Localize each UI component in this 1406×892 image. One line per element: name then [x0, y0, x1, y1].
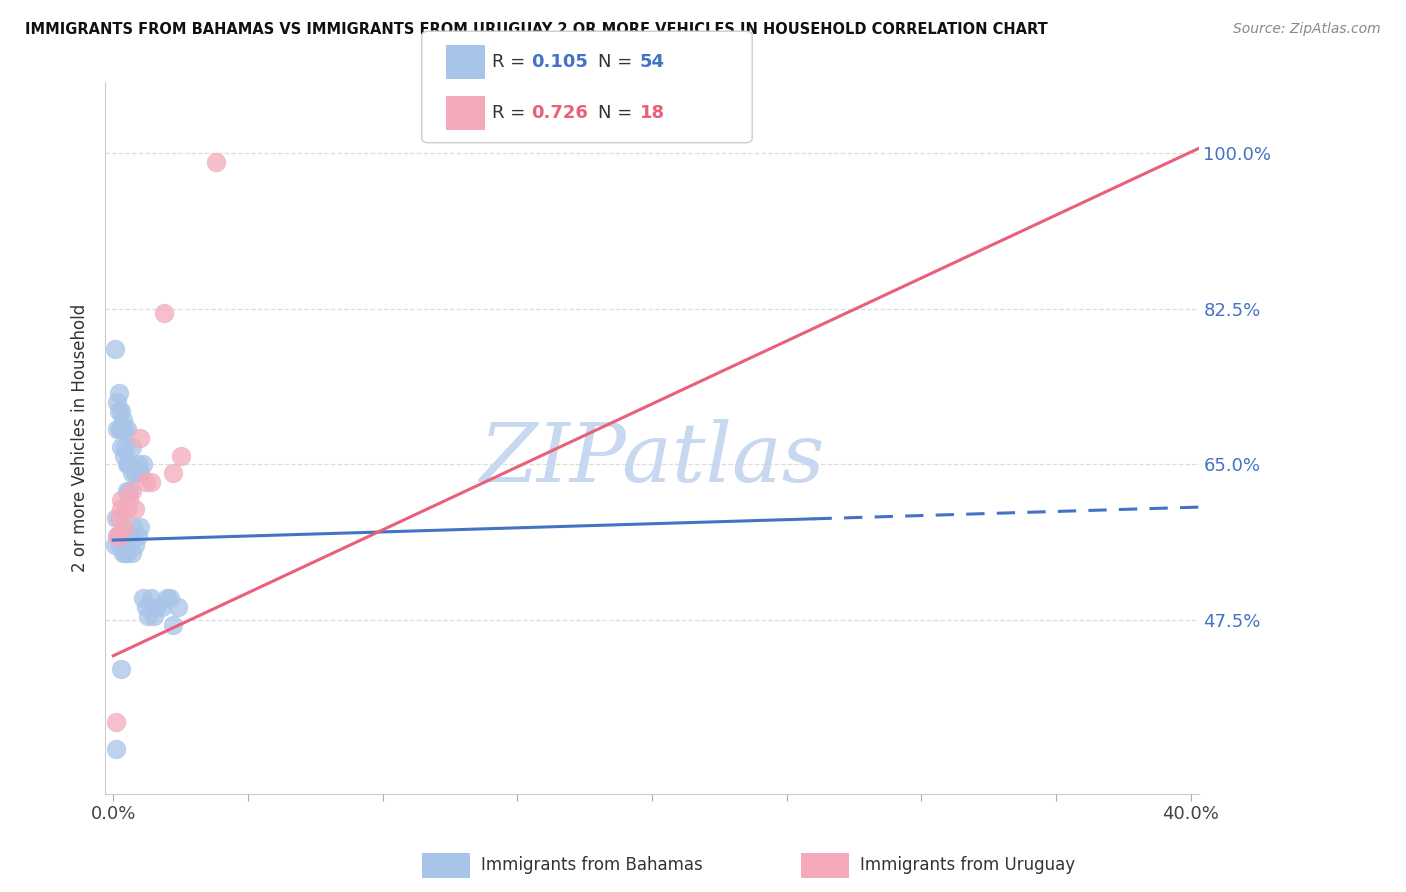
Point: [110, 493, 132, 508]
Point: [153, 306, 176, 320]
Text: Immigrants from Bahamas: Immigrants from Bahamas: [481, 856, 703, 874]
Point: [121, 484, 143, 499]
Point: [124, 502, 146, 516]
Point: [117, 458, 139, 472]
Point: [115, 502, 138, 516]
Text: IMMIGRANTS FROM BAHAMAS VS IMMIGRANTS FROM URUGUAY 2 OR MORE VEHICLES IN HOUSEHO: IMMIGRANTS FROM BAHAMAS VS IMMIGRANTS FR…: [25, 22, 1047, 37]
Text: 0.726: 0.726: [531, 104, 588, 122]
Point: [121, 546, 143, 560]
Point: [156, 591, 179, 605]
Text: 0.105: 0.105: [531, 53, 588, 71]
Text: Immigrants from Uruguay: Immigrants from Uruguay: [860, 856, 1076, 874]
Point: [108, 537, 131, 551]
Text: R =: R =: [492, 53, 531, 71]
Point: [122, 520, 145, 534]
Point: [118, 484, 141, 499]
Point: [127, 458, 149, 472]
Point: [115, 546, 138, 560]
Point: [110, 440, 132, 454]
Point: [136, 608, 159, 623]
Point: [112, 449, 135, 463]
Point: [150, 599, 173, 614]
Point: [104, 511, 127, 525]
Text: N =: N =: [598, 53, 637, 71]
Point: [112, 520, 135, 534]
Point: [110, 662, 132, 676]
Point: [114, 440, 136, 454]
Point: [105, 529, 128, 543]
Point: [114, 546, 136, 560]
Point: [132, 458, 155, 472]
Point: [107, 529, 129, 543]
Point: [118, 493, 141, 508]
Point: [118, 458, 141, 472]
Point: [118, 529, 141, 543]
Point: [104, 342, 127, 356]
Text: 18: 18: [640, 104, 665, 122]
Point: [139, 591, 162, 605]
Point: [169, 449, 191, 463]
Point: [115, 484, 138, 499]
Point: [110, 502, 132, 516]
Point: [129, 431, 152, 445]
Point: [112, 529, 135, 543]
Point: [139, 475, 162, 490]
Point: [129, 467, 152, 481]
Point: [107, 511, 129, 525]
Point: [124, 537, 146, 551]
Point: [159, 591, 181, 605]
Point: [132, 591, 155, 605]
Point: [142, 608, 165, 623]
Text: Source: ZipAtlas.com: Source: ZipAtlas.com: [1233, 22, 1381, 37]
Point: [104, 715, 127, 730]
Point: [204, 155, 226, 169]
Point: [104, 537, 127, 551]
Point: [111, 413, 134, 427]
Point: [121, 440, 143, 454]
Text: ZIPatlas: ZIPatlas: [479, 419, 825, 500]
Point: [127, 529, 149, 543]
Point: [110, 422, 132, 436]
Y-axis label: 2 or more Vehicles in Household: 2 or more Vehicles in Household: [72, 303, 89, 572]
Point: [107, 386, 129, 401]
Point: [115, 422, 138, 436]
Point: [112, 422, 135, 436]
Text: R =: R =: [492, 104, 531, 122]
Point: [107, 404, 129, 418]
Point: [145, 599, 167, 614]
Point: [121, 467, 143, 481]
Point: [105, 422, 128, 436]
Point: [135, 599, 157, 614]
Point: [135, 475, 157, 490]
Text: 54: 54: [640, 53, 665, 71]
Point: [124, 467, 146, 481]
Point: [104, 742, 127, 756]
Point: [110, 529, 132, 543]
Text: N =: N =: [598, 104, 637, 122]
Point: [105, 395, 128, 409]
Point: [167, 599, 190, 614]
Point: [129, 520, 152, 534]
Point: [111, 546, 134, 560]
Point: [107, 529, 129, 543]
Point: [162, 467, 184, 481]
Point: [115, 458, 138, 472]
Point: [108, 422, 131, 436]
Point: [110, 404, 132, 418]
Point: [162, 617, 184, 632]
Point: [105, 529, 128, 543]
